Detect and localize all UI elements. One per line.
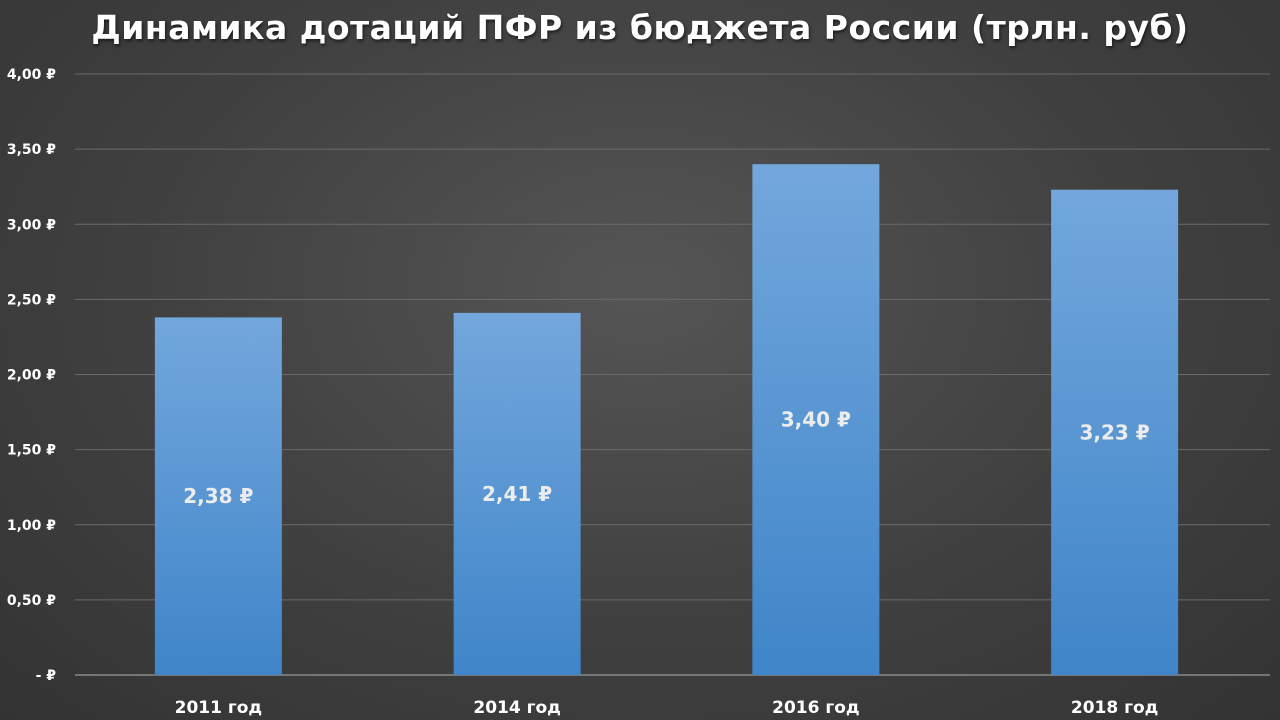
y-tick-label: 0,50 ₽ xyxy=(7,593,56,609)
y-tick-label: 2,00 ₽ xyxy=(7,368,56,384)
x-tick-label: 2011 год xyxy=(175,698,263,718)
bar xyxy=(752,164,880,675)
y-tick-label: 1,50 ₽ xyxy=(7,443,56,459)
bar xyxy=(1051,189,1179,675)
bar-data-label: 2,38 ₽ xyxy=(183,484,253,508)
x-tick-label: 2016 год xyxy=(772,698,860,718)
x-tick-label: 2018 год xyxy=(1071,698,1159,718)
y-tick-label: 2,50 ₽ xyxy=(7,292,56,308)
y-tick-label: 4,00 ₽ xyxy=(7,67,56,83)
y-tick-label: 1,00 ₽ xyxy=(7,518,56,534)
y-axis-ticks: - ₽ 0,50 ₽ 1,00 ₽ 1,50 ₽ 2,00 ₽ 2,50 ₽ 3,00 ₽ 3… xyxy=(7,67,56,684)
bar-data-label: 3,40 ₽ xyxy=(781,408,851,432)
bar-data-label: 3,23 ₽ xyxy=(1080,420,1150,444)
bars: 2,38 ₽ 2,41 ₽ 3,40 ₽ 3,23 ₽ xyxy=(154,164,1179,675)
bar-data-label: 2,41 ₽ xyxy=(482,482,552,506)
bar xyxy=(453,312,581,675)
chart-title: Динамика дотаций ПФР из бюджета России (… xyxy=(91,8,1189,47)
y-tick-label: 3,00 ₽ xyxy=(7,217,56,233)
x-tick-label: 2014 год xyxy=(473,698,561,718)
y-tick-label: 3,50 ₽ xyxy=(7,142,56,158)
bar xyxy=(154,317,282,675)
y-tick-label: - ₽ xyxy=(36,668,57,684)
x-axis-ticks: 2011 год 2014 год 2016 год 2018 год xyxy=(175,698,1159,718)
